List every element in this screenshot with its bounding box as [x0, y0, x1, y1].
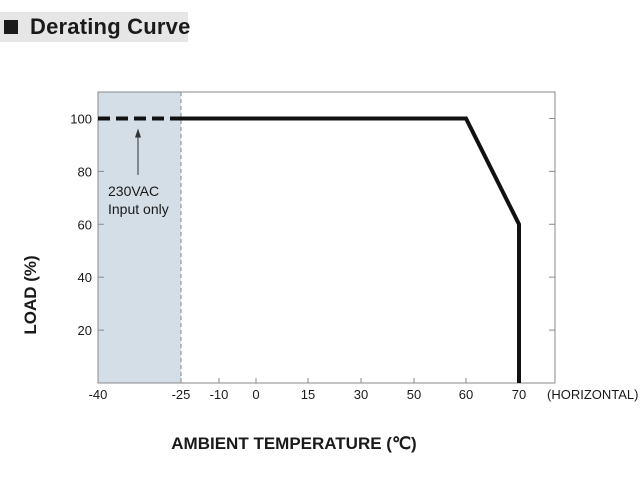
- y-axis-title: LOAD (%): [21, 255, 40, 334]
- x-tick-label: 60: [459, 387, 473, 402]
- y-tick-label: 60: [78, 217, 92, 232]
- annotation-text: Input only: [108, 201, 169, 217]
- plot-frame: [97, 91, 556, 384]
- solid-derating-line: [181, 116, 521, 383]
- y-tick-label: 40: [78, 270, 92, 285]
- shaded-region: [98, 92, 181, 383]
- x-tick-label: -25: [172, 387, 191, 402]
- square-bullet-icon: [4, 20, 18, 34]
- x-tick-label: 50: [407, 387, 421, 402]
- annotation-text: 230VAC: [108, 183, 159, 199]
- y-tick-label: 20: [78, 323, 92, 338]
- arrow-up-icon: [135, 128, 141, 138]
- x-axis-note: (HORIZONTAL): [547, 387, 638, 402]
- x-tick-label: 30: [354, 387, 368, 402]
- header-banner: Derating Curve: [0, 12, 191, 42]
- chart-title: Derating Curve: [30, 14, 191, 39]
- x-tick-label: -40: [89, 387, 108, 402]
- x-tick-label: -10: [210, 387, 229, 402]
- x-axis-title: AMBIENT TEMPERATURE (℃): [171, 434, 416, 453]
- x-tick-label: 15: [301, 387, 315, 402]
- y-tick-label: 80: [78, 164, 92, 179]
- x-tick-label: 0: [252, 387, 259, 402]
- y-tick-label: 100: [70, 111, 92, 126]
- x-tick-label: 70: [512, 387, 526, 402]
